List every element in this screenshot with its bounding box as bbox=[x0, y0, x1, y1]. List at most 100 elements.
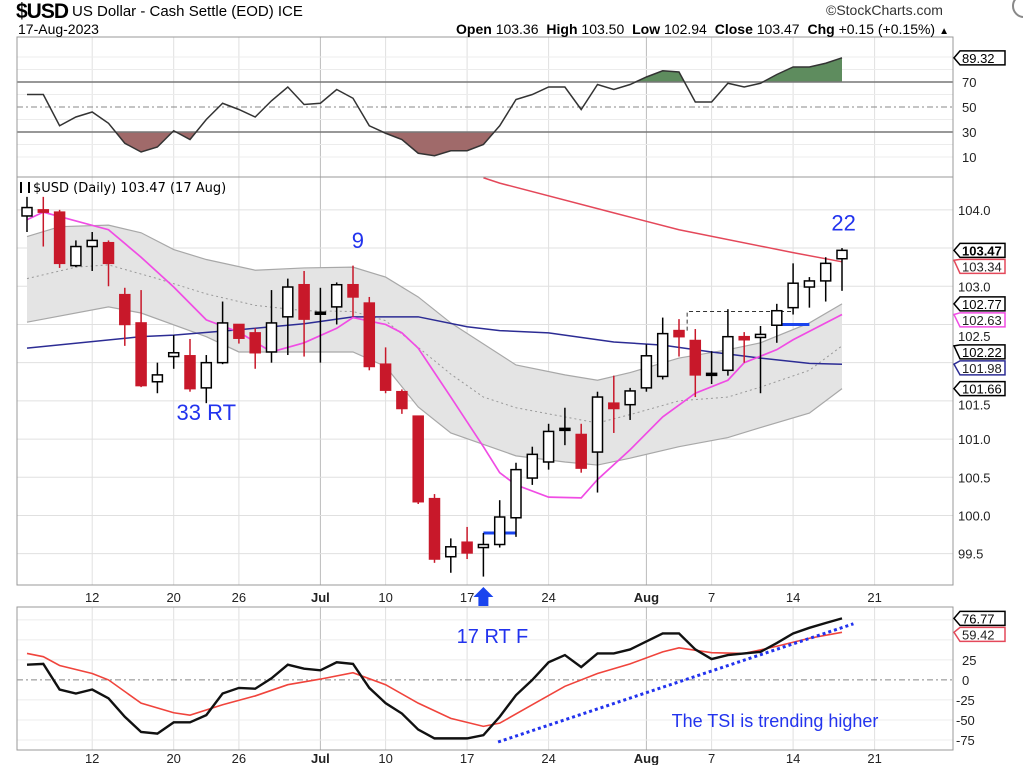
x-axis-label: 20 bbox=[166, 590, 180, 605]
close-value: 103.47 bbox=[756, 21, 800, 37]
candle-body bbox=[477, 543, 490, 549]
candle-body bbox=[461, 541, 473, 554]
x-axis-label: 12 bbox=[85, 751, 99, 765]
copyright-link[interactable]: ©StockCharts.com bbox=[826, 2, 943, 18]
price-value-tag: 103.34 bbox=[962, 259, 1002, 274]
price-axis-label: 102.5 bbox=[958, 329, 991, 344]
low-value: 102.94 bbox=[664, 21, 707, 37]
bollinger-band-fill bbox=[27, 225, 842, 466]
rsi-value-tag-box bbox=[953, 50, 1006, 66]
high-label: High bbox=[546, 21, 578, 37]
x-axis-label: Jul bbox=[311, 751, 330, 765]
candle-body bbox=[184, 355, 196, 390]
candle-body bbox=[396, 390, 408, 410]
candle-body bbox=[738, 335, 750, 341]
candle-body bbox=[70, 245, 82, 267]
chg-label: Chg bbox=[807, 21, 835, 37]
x-axis-label: Jul bbox=[311, 590, 330, 605]
candle bbox=[396, 389, 408, 414]
high-value: 103.50 bbox=[581, 21, 625, 37]
candle bbox=[575, 423, 587, 473]
candle bbox=[510, 462, 522, 537]
candle bbox=[787, 263, 799, 315]
candle bbox=[542, 423, 555, 470]
candle-body bbox=[363, 302, 376, 368]
x-axis-label: 10 bbox=[378, 751, 392, 765]
candle-body bbox=[119, 293, 131, 326]
candle-body bbox=[689, 339, 702, 376]
x-axis-label: 24 bbox=[541, 590, 555, 605]
candle bbox=[314, 287, 327, 363]
candle-body bbox=[151, 374, 164, 383]
candle bbox=[559, 407, 571, 446]
candle bbox=[705, 351, 718, 385]
rsi-axis-label: 10 bbox=[962, 150, 976, 165]
chart-annotation: 9 bbox=[352, 228, 364, 253]
rsi-line bbox=[27, 57, 843, 157]
price-value-tag: 103.47 bbox=[962, 243, 1002, 258]
candle-body bbox=[787, 282, 799, 309]
chart-date: 17-Aug-2023 bbox=[18, 21, 99, 37]
chart-annotation: 22 bbox=[831, 210, 855, 235]
rsi-axis-label: 70 bbox=[962, 75, 976, 90]
symbol-description: US Dollar - Cash Settle (EOD) ICE bbox=[72, 3, 303, 20]
up-arrow-icon: ▲ bbox=[939, 26, 949, 37]
candle-body bbox=[722, 335, 734, 372]
candle-body bbox=[526, 453, 539, 479]
x-axis-label: 26 bbox=[232, 590, 246, 605]
candle bbox=[445, 538, 457, 573]
candle bbox=[37, 196, 50, 247]
open-label: Open bbox=[456, 21, 492, 37]
price-axis-label: 100.0 bbox=[958, 508, 991, 523]
tsi-axis-label: -50 bbox=[956, 713, 975, 728]
candle-body bbox=[493, 516, 506, 546]
x-axis-label: 17 bbox=[460, 751, 474, 765]
rsi-oversold-fill bbox=[27, 132, 842, 156]
candle-body bbox=[265, 322, 278, 353]
candle-body bbox=[771, 309, 783, 326]
price-plot bbox=[21, 177, 848, 577]
candle-body bbox=[542, 430, 555, 463]
candle-body bbox=[673, 329, 685, 338]
price-axis-label: 100.5 bbox=[958, 470, 991, 485]
price-value-tag-box bbox=[952, 360, 1006, 376]
candle-body bbox=[249, 332, 261, 354]
x-axis-label: 7 bbox=[708, 590, 715, 605]
ema-line bbox=[26, 211, 843, 499]
candle bbox=[347, 265, 359, 317]
chart-annotation: 33 RT bbox=[177, 400, 237, 425]
candle bbox=[379, 347, 392, 394]
x-axis-label: 7 bbox=[708, 751, 715, 765]
candle-body bbox=[656, 332, 669, 378]
tsi-axis-label: 0 bbox=[962, 673, 969, 688]
ohlc-summary: Open 103.36 High 103.50 Low 102.94 Close… bbox=[456, 21, 953, 37]
candle bbox=[591, 391, 604, 493]
rsi-plot bbox=[17, 57, 953, 157]
candle bbox=[412, 415, 424, 505]
candlestick-icon bbox=[20, 182, 30, 193]
price-value-tag-box bbox=[953, 242, 1006, 259]
candle-body bbox=[86, 239, 98, 248]
candle-body bbox=[754, 333, 767, 339]
candle-body bbox=[559, 427, 571, 432]
candle-body bbox=[608, 402, 620, 410]
candle-body bbox=[836, 249, 848, 260]
candle bbox=[53, 209, 66, 268]
candle bbox=[754, 325, 767, 394]
x-axis-label: Aug bbox=[634, 590, 659, 605]
price-value-tag-box bbox=[953, 380, 1006, 397]
candle-body bbox=[314, 311, 327, 315]
candle-body bbox=[705, 372, 718, 377]
price-value-tag: 102.22 bbox=[962, 345, 1002, 360]
candle bbox=[135, 290, 147, 388]
candle bbox=[249, 328, 261, 369]
price-value-tag: 101.66 bbox=[962, 382, 1002, 397]
candle-body bbox=[428, 497, 441, 560]
candle-body bbox=[216, 322, 229, 364]
candle-body bbox=[21, 206, 33, 217]
candle bbox=[836, 248, 848, 291]
candle bbox=[233, 323, 245, 344]
x-axis-label: 17 bbox=[460, 590, 474, 605]
price-panel-border bbox=[16, 176, 954, 586]
tsi-value-tag: 76.77 bbox=[962, 611, 995, 626]
